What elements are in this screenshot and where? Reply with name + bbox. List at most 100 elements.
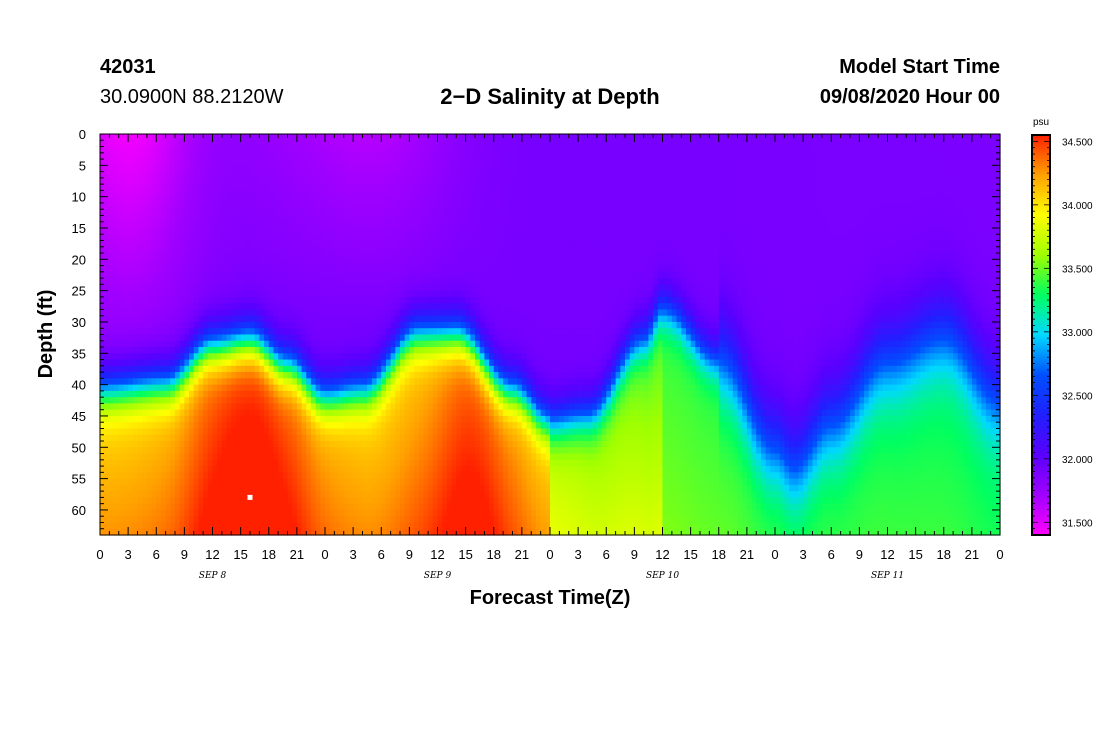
heatmap-cell xyxy=(128,159,134,166)
heatmap-cell xyxy=(207,159,214,166)
heatmap-cell xyxy=(962,171,968,179)
heatmap-cell xyxy=(704,184,710,191)
heatmap-cell xyxy=(657,140,664,148)
heatmap-cell xyxy=(334,159,340,166)
heatmap-cell xyxy=(723,215,729,223)
heatmap-cell xyxy=(550,171,556,179)
heatmap-cell xyxy=(325,234,331,242)
heatmap-cell xyxy=(114,284,120,292)
heatmap-cell xyxy=(845,190,851,198)
heatmap-cell xyxy=(835,246,842,254)
heatmap-cell xyxy=(906,209,912,217)
heatmap-cell xyxy=(728,159,734,166)
heatmap-cell xyxy=(995,215,1001,223)
heatmap-cell xyxy=(737,209,743,217)
heatmap-cell xyxy=(737,196,743,204)
heatmap-cell xyxy=(723,159,729,166)
heatmap-cell xyxy=(362,196,368,204)
heatmap-cell xyxy=(404,209,410,217)
heatmap-cell xyxy=(957,227,964,235)
heatmap-cell xyxy=(428,284,434,292)
heatmap-cell xyxy=(329,177,335,185)
heatmap-cell xyxy=(479,202,485,210)
heatmap-cell xyxy=(657,246,664,254)
heatmap-cell xyxy=(831,146,837,154)
heatmap-cell xyxy=(418,171,425,179)
heatmap-cell xyxy=(320,246,326,254)
heatmap-cell xyxy=(357,215,364,223)
heatmap-cell xyxy=(203,190,209,198)
heatmap-cell xyxy=(254,240,260,248)
heatmap-cell xyxy=(728,134,734,141)
heatmap-cell xyxy=(615,159,621,166)
heatmap-cell xyxy=(329,253,335,260)
heatmap-cell xyxy=(142,253,148,260)
heatmap-cell xyxy=(414,190,420,198)
heatmap-cell xyxy=(948,227,954,235)
heatmap-cell xyxy=(540,221,546,229)
heatmap-cell xyxy=(807,284,814,292)
heatmap-cell xyxy=(432,284,439,292)
heatmap-cell xyxy=(582,284,589,292)
heatmap-cell xyxy=(910,159,917,166)
heatmap-cell xyxy=(723,140,729,148)
heatmap-cell xyxy=(296,278,303,285)
heatmap-cell xyxy=(981,259,987,267)
heatmap-cell xyxy=(920,278,926,285)
heatmap-cell xyxy=(489,134,495,141)
heatmap-cell xyxy=(109,221,115,229)
heatmap-cell xyxy=(104,259,110,267)
heatmap-cell xyxy=(765,159,771,166)
heatmap-cell xyxy=(278,152,284,160)
heatmap-cell xyxy=(301,290,307,298)
heatmap-cell xyxy=(118,209,125,217)
heatmap-cell xyxy=(128,240,134,248)
heatmap-cell xyxy=(709,196,715,204)
heatmap-cell xyxy=(882,259,889,267)
heatmap-cell xyxy=(428,152,434,160)
heatmap-cell xyxy=(939,177,945,185)
heatmap-cell xyxy=(596,190,603,198)
heatmap-cell xyxy=(920,265,926,273)
heatmap-cell xyxy=(343,221,350,229)
heatmap-cell xyxy=(789,177,795,185)
heatmap-cell xyxy=(446,278,453,285)
heatmap-cell xyxy=(685,227,692,235)
heatmap-cell xyxy=(109,202,115,210)
heatmap-cell xyxy=(981,202,987,210)
heatmap-cell xyxy=(221,171,228,179)
heatmap-cell xyxy=(826,265,832,273)
heatmap-cell xyxy=(967,265,973,273)
heatmap-cell xyxy=(653,240,659,248)
heatmap-cell xyxy=(179,265,185,273)
heatmap-cell xyxy=(756,221,762,229)
heatmap-cell xyxy=(146,190,153,198)
heatmap-cell xyxy=(615,202,621,210)
heatmap-cell xyxy=(203,265,209,273)
heatmap-cell xyxy=(925,227,931,235)
heatmap-cell xyxy=(371,134,378,141)
heatmap-cell xyxy=(910,215,917,223)
heatmap-cell xyxy=(990,171,996,179)
heatmap-cell xyxy=(798,240,804,248)
heatmap-cell xyxy=(250,209,256,217)
heatmap-cell xyxy=(287,209,293,217)
heatmap-cell xyxy=(845,234,851,242)
heatmap-cell xyxy=(325,246,331,254)
heatmap-cell xyxy=(376,253,382,260)
heatmap-cell xyxy=(226,146,232,154)
heatmap-cell xyxy=(892,259,898,267)
heatmap-cell xyxy=(540,284,546,292)
heatmap-cell xyxy=(667,152,673,160)
heatmap-cell xyxy=(456,265,462,273)
heatmap-cell xyxy=(470,278,476,285)
heatmap-cell xyxy=(943,165,950,173)
heatmap-cell xyxy=(779,202,785,210)
heatmap-cell xyxy=(582,184,589,191)
heatmap-cell xyxy=(207,290,214,298)
heatmap-cell xyxy=(226,184,232,191)
heatmap-cell xyxy=(273,265,279,273)
heatmap-cell xyxy=(451,146,457,154)
heatmap-cell xyxy=(193,278,200,285)
heatmap-cell xyxy=(817,171,823,179)
